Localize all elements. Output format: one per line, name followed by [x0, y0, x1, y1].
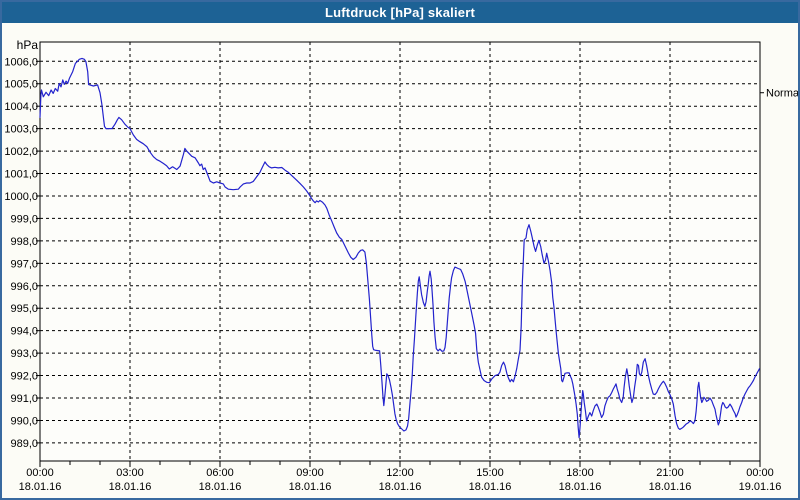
y-tick-label: 995,0 [10, 303, 38, 315]
y-tick-label: 999,0 [10, 213, 38, 225]
x-tick-time: 12:00 [386, 467, 414, 479]
y-tick-label: 996,0 [10, 281, 38, 293]
x-tick-time: 06:00 [206, 467, 234, 479]
y-tick-label: 1002,0 [4, 146, 38, 158]
x-tick-date: 18.01.16 [469, 481, 512, 493]
x-tick-time: 21:00 [656, 467, 684, 479]
y-tick-label: 998,0 [10, 236, 38, 248]
y-tick-label: 989,0 [10, 438, 38, 450]
y-tick-label: 1005,0 [4, 79, 38, 91]
chart-area: 1006,0 1005,0 1004,0 1003,0 1002,0 1001,0 1000… [2, 23, 798, 498]
y-axis-unit-label: hPa [17, 38, 39, 52]
y-tick-label: 991,0 [10, 393, 38, 405]
x-tick-time: 18:00 [566, 467, 594, 479]
y-tick-label: 1003,0 [4, 124, 38, 136]
x-tick-time: 00:00 [746, 467, 774, 479]
y-tick-label: 994,0 [10, 326, 38, 338]
window-title: Luftdruck [hPa] skaliert [325, 5, 475, 20]
normal-marker-label: Normal [766, 88, 798, 100]
y-tick-label: 1004,0 [4, 101, 38, 113]
x-tick-date: 18.01.16 [199, 481, 242, 493]
x-tick-date: 18.01.16 [559, 481, 602, 493]
x-tick-time: 03:00 [116, 467, 144, 479]
y-tick-label: 990,0 [10, 415, 38, 427]
y-tick-label: 1006,0 [4, 56, 38, 68]
y-tick-label: 1000,0 [4, 191, 38, 203]
x-tick-time: 09:00 [296, 467, 324, 479]
x-tick-date: 19.01.16 [739, 481, 782, 493]
pressure-series-line [39, 57, 761, 439]
y-tick-label: 993,0 [10, 348, 38, 360]
pressure-line-chart: 1006,0 1005,0 1004,0 1003,0 1002,0 1001,0 1000… [4, 38, 798, 493]
x-tick-date: 18.01.16 [379, 481, 422, 493]
title-bar[interactable]: Luftdruck [hPa] skaliert [2, 2, 798, 23]
x-tick-date: 18.01.16 [19, 481, 62, 493]
x-tick-date: 18.01.16 [109, 481, 152, 493]
x-tick-time: 00:00 [26, 467, 54, 479]
x-tick-time: 15:00 [476, 467, 504, 479]
x-tick-date: 18.01.16 [649, 481, 692, 493]
x-tick-date: 18.01.16 [289, 481, 332, 493]
y-tick-label: 997,0 [10, 258, 38, 270]
y-tick-label: 992,0 [10, 371, 38, 383]
y-tick-label: 1001,0 [4, 169, 38, 181]
